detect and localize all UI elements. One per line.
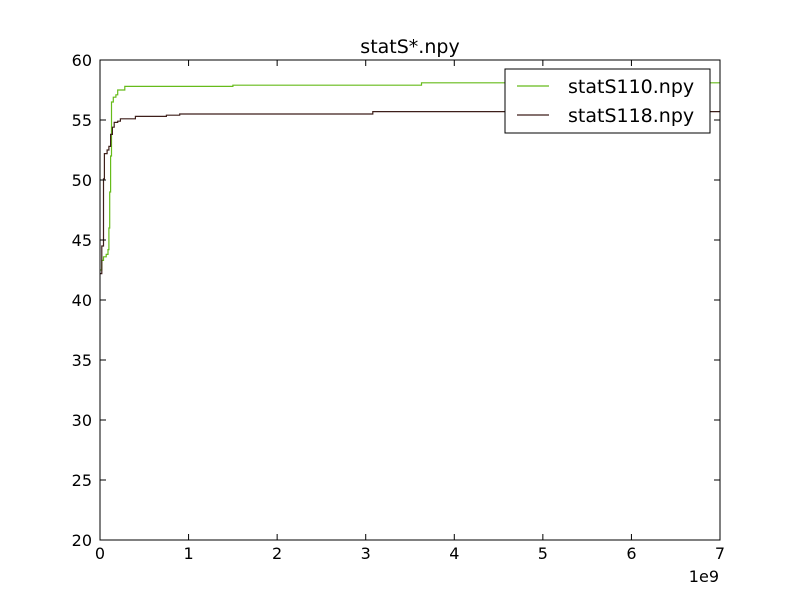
x-tick-label: 4 (449, 544, 459, 563)
y-tick-label: 30 (72, 411, 92, 430)
x-axis-offset-label: 1e9 (689, 567, 719, 586)
x-tick-label: 3 (361, 544, 371, 563)
y-tick-label: 40 (72, 291, 92, 310)
x-tick-label: 1 (183, 544, 193, 563)
series-layer (100, 82, 720, 275)
y-tick-label: 25 (72, 471, 92, 490)
x-tick-label: 2 (272, 544, 282, 563)
y-tick-label: 20 (72, 531, 92, 550)
y-tick-label: 60 (72, 51, 92, 70)
series-line-1 (100, 82, 720, 271)
y-tick-label: 45 (72, 231, 92, 250)
legend-label-1: statS110.npy (568, 76, 694, 98)
legend-box (504, 68, 711, 134)
y-tick-label: 35 (72, 351, 92, 370)
series-line-2 (100, 111, 720, 275)
x-tick-label: 0 (95, 544, 105, 563)
y-tick-label: 50 (72, 171, 92, 190)
y-tick-label: 55 (72, 111, 92, 130)
x-tick-label: 7 (715, 544, 725, 563)
x-tick-label: 5 (538, 544, 548, 563)
x-tick-label: 6 (626, 544, 636, 563)
chart-title: statS*.npy (360, 36, 459, 58)
legend: statS110.npy statS118.npy (504, 68, 711, 134)
legend-label-2: statS118.npy (568, 105, 694, 127)
